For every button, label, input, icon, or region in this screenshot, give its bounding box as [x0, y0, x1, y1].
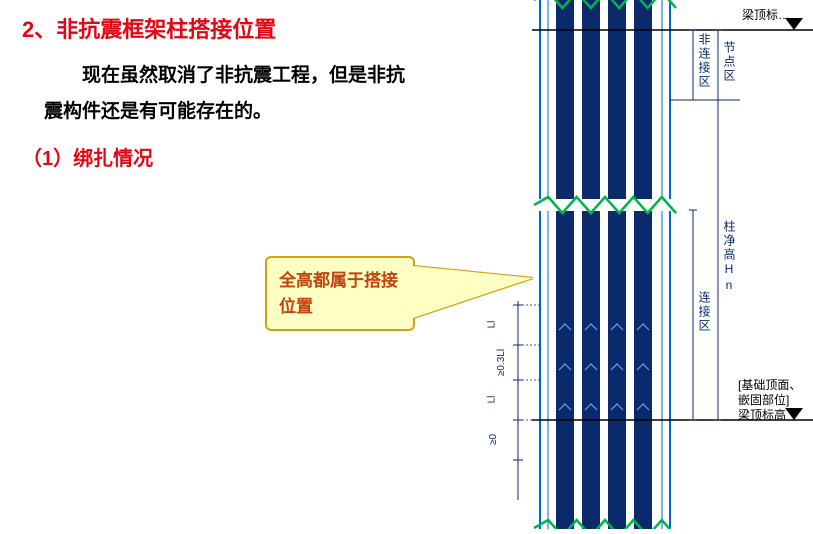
- arrow-down-icon: [785, 18, 803, 30]
- bracket-label: 非连接区: [696, 33, 713, 89]
- subsection-title: （1）绑扎情况: [22, 142, 153, 171]
- dim-label: ≥0.3Ll: [496, 348, 507, 375]
- beam-bottom-label: 梁顶标高: [738, 408, 786, 424]
- bracket-label: 连接区: [696, 291, 713, 333]
- body-paragraph: 现在虽然取消了非抗震工程，但是非抗震构件还是有可能存在的。: [44, 58, 414, 130]
- arrow-down-icon: [785, 408, 803, 420]
- dim-label: ≥0: [488, 434, 499, 445]
- callout-box: 全高都属于搭接位置: [265, 256, 415, 331]
- diagram-svg: [480, 0, 813, 529]
- callout-text: 全高都属于搭接位置: [279, 271, 398, 316]
- dim-label: Ll: [486, 396, 497, 404]
- dim-label: Ll: [486, 321, 497, 329]
- section-title: 2、非抗震框架柱搭接位置: [22, 12, 276, 44]
- beam-top-label: 梁顶标…: [742, 8, 790, 24]
- bracket-label: 柱净高Hn: [721, 220, 738, 294]
- bracket-label: 节点区: [721, 41, 738, 83]
- column-diagram: [480, 0, 813, 529]
- beam-bottom-label: 嵌固部位]: [738, 393, 789, 409]
- callout-pointer: [413, 266, 533, 318]
- beam-bottom-label: [基础顶面、: [738, 378, 801, 394]
